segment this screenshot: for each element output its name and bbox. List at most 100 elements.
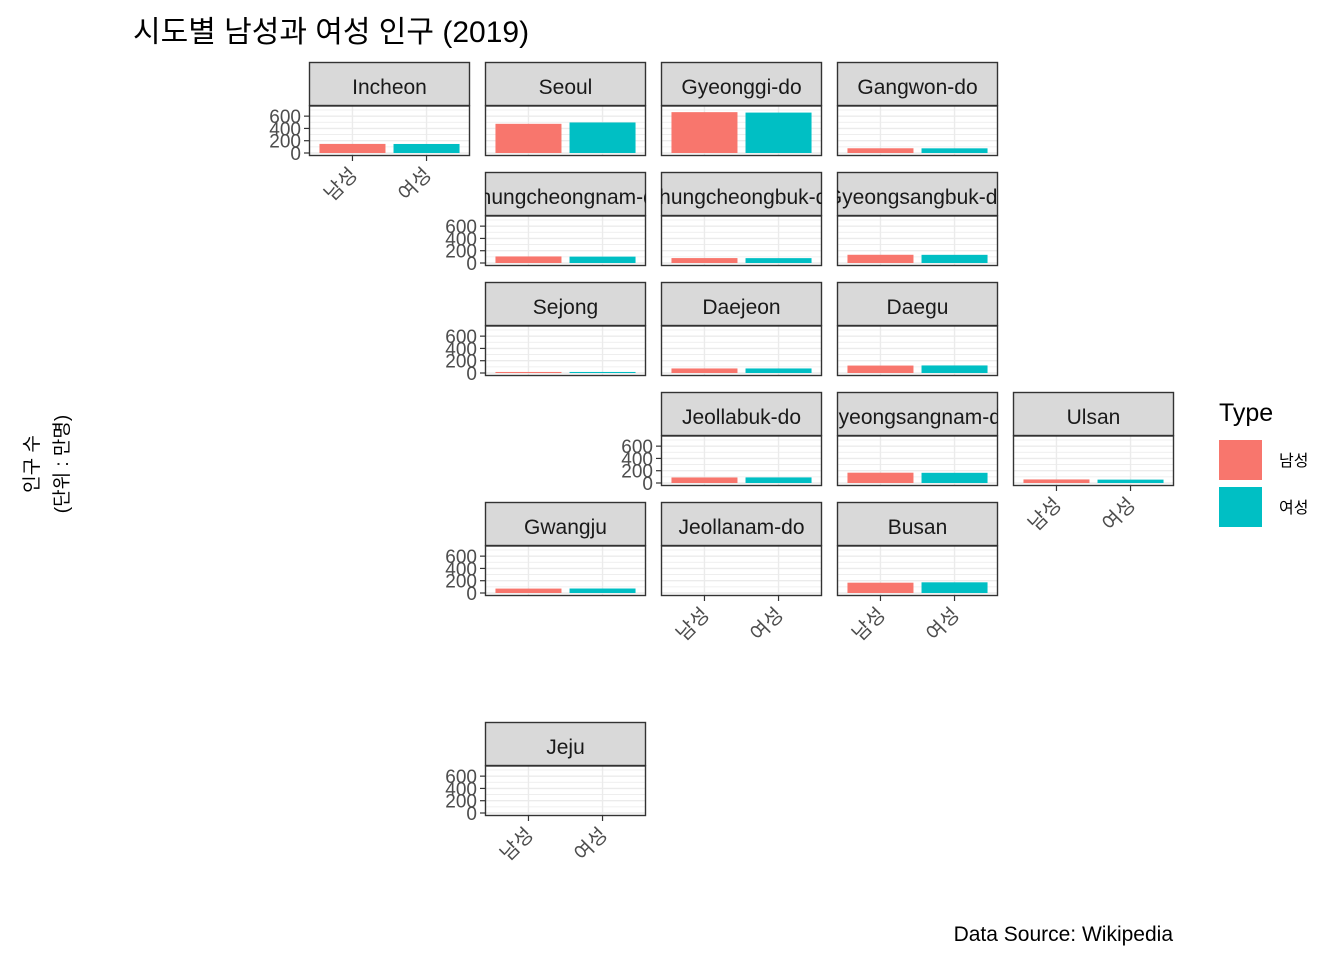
bar-male [495, 588, 562, 593]
x-tick-label: 남성 [848, 603, 890, 645]
panel-gyeongsangnam-do: Gyeongsangnam-do [836, 391, 999, 487]
x-tick-label: 여성 [746, 603, 788, 645]
y-tick-label: 0 [290, 144, 301, 165]
strip-chungcheongbuk-do [660, 171, 823, 217]
plot-area [485, 546, 646, 596]
bar-male [319, 143, 386, 153]
bar-female [569, 256, 636, 263]
bar-male [495, 256, 562, 263]
legend-key-male [1219, 440, 1262, 480]
bar-male [847, 254, 914, 263]
strip-label: Gangwon-do [857, 76, 977, 99]
x-tick-label: 남성 [320, 163, 362, 205]
y-tick-label: 600 [445, 217, 477, 238]
strip-label: Jeju [546, 736, 585, 759]
x-tick-label: 여성 [1098, 493, 1140, 535]
plot-area [661, 216, 822, 266]
x-tick-label: 여성 [394, 163, 436, 205]
bar-female [745, 477, 812, 483]
y-tick-label: 600 [445, 767, 477, 788]
y-axis-title-line2: (단위 : 만명) [51, 415, 73, 513]
strip-label: Ulsan [1067, 406, 1121, 429]
strip-gyeonggi-do [660, 61, 823, 107]
strip-label: Daegu [887, 296, 949, 319]
bar-male [847, 582, 914, 593]
bar-female [745, 368, 812, 373]
x-tick-label: 여성 [570, 823, 612, 865]
bar-female [393, 143, 460, 153]
bar-female [921, 148, 988, 153]
panel-gyeongsangbuk-do: Gyeongsangbuk-do [826, 171, 1009, 267]
strip-jeollabuk-do [660, 391, 823, 437]
x-tick-label: 남성 [672, 603, 714, 645]
strip-busan [836, 501, 999, 547]
y-tick-label: 600 [621, 437, 653, 458]
panel-daegu: Daegu [836, 281, 999, 377]
bar-female [921, 472, 988, 483]
panel-border [836, 105, 999, 157]
bar-male [847, 472, 914, 483]
panel-border [660, 435, 823, 487]
strip-jeju [484, 721, 647, 767]
y-tick-label: 400 [445, 229, 477, 250]
panel-border [484, 325, 647, 377]
strip-label: Gyeonggi-do [681, 76, 801, 99]
strip-label: Gwangju [524, 516, 607, 539]
y-axis-title-line1: 인구 수 [21, 435, 43, 493]
strip-label: Chungcheongbuk-do [644, 186, 839, 209]
strip-gyeongsangnam-do [836, 391, 999, 437]
x-tick-label: 남성 [1024, 493, 1066, 535]
y-tick-label: 0 [466, 364, 477, 385]
y-axis-title: 인구 수 (단위 : 만명) [21, 415, 73, 513]
bar-male [671, 112, 738, 153]
bar-female [921, 254, 988, 263]
strip-daegu [836, 281, 999, 327]
strip-seoul [484, 61, 647, 107]
strip-label: Seoul [539, 76, 593, 99]
bar-male [495, 371, 562, 373]
legend-label-female: 여성 [1279, 499, 1308, 517]
y-tick-label: 400 [269, 119, 301, 140]
bar-female [745, 112, 812, 153]
y-tick-label: 200 [269, 132, 301, 153]
y-tick-label: 0 [466, 584, 477, 605]
bar-male [671, 258, 738, 263]
bar-male [495, 123, 562, 153]
bar-male [847, 148, 914, 153]
y-tick-label: 200 [445, 242, 477, 263]
strip-label: Chungcheongnam-do [465, 186, 667, 209]
bar-male [847, 365, 914, 373]
y-tick-label: 200 [621, 462, 653, 483]
y-tick-label: 600 [269, 107, 301, 128]
y-tick-label: 200 [445, 352, 477, 373]
strip-label: Busan [888, 516, 948, 539]
y-tick-label: 400 [621, 449, 653, 470]
plot-area [1013, 436, 1174, 486]
legend-label-male: 남성 [1279, 452, 1308, 470]
legend-title: Type [1219, 399, 1273, 427]
y-tick-label: 400 [445, 339, 477, 360]
panel-seoul: Seoul [484, 61, 647, 157]
panel-border [484, 545, 647, 597]
y-tick-label: 400 [445, 779, 477, 800]
strip-sejong [484, 281, 647, 327]
panel-border [484, 105, 647, 157]
bar-male [671, 368, 738, 373]
bar-female [745, 258, 812, 263]
panel-ulsan: Ulsan 남성 여성 [1012, 391, 1175, 536]
plot-area [661, 546, 822, 596]
y-tick-label: 0 [466, 804, 477, 825]
y-tick-label: 600 [445, 547, 477, 568]
plot-area [485, 766, 646, 816]
strip-label: Gyeongsangbuk-do [826, 186, 1009, 209]
panel-gyeonggi-do: Gyeonggi-do [660, 61, 823, 157]
plot-area [485, 326, 646, 376]
strip-gyeongsangbuk-do [836, 171, 999, 217]
strip-gwangju [484, 501, 647, 547]
